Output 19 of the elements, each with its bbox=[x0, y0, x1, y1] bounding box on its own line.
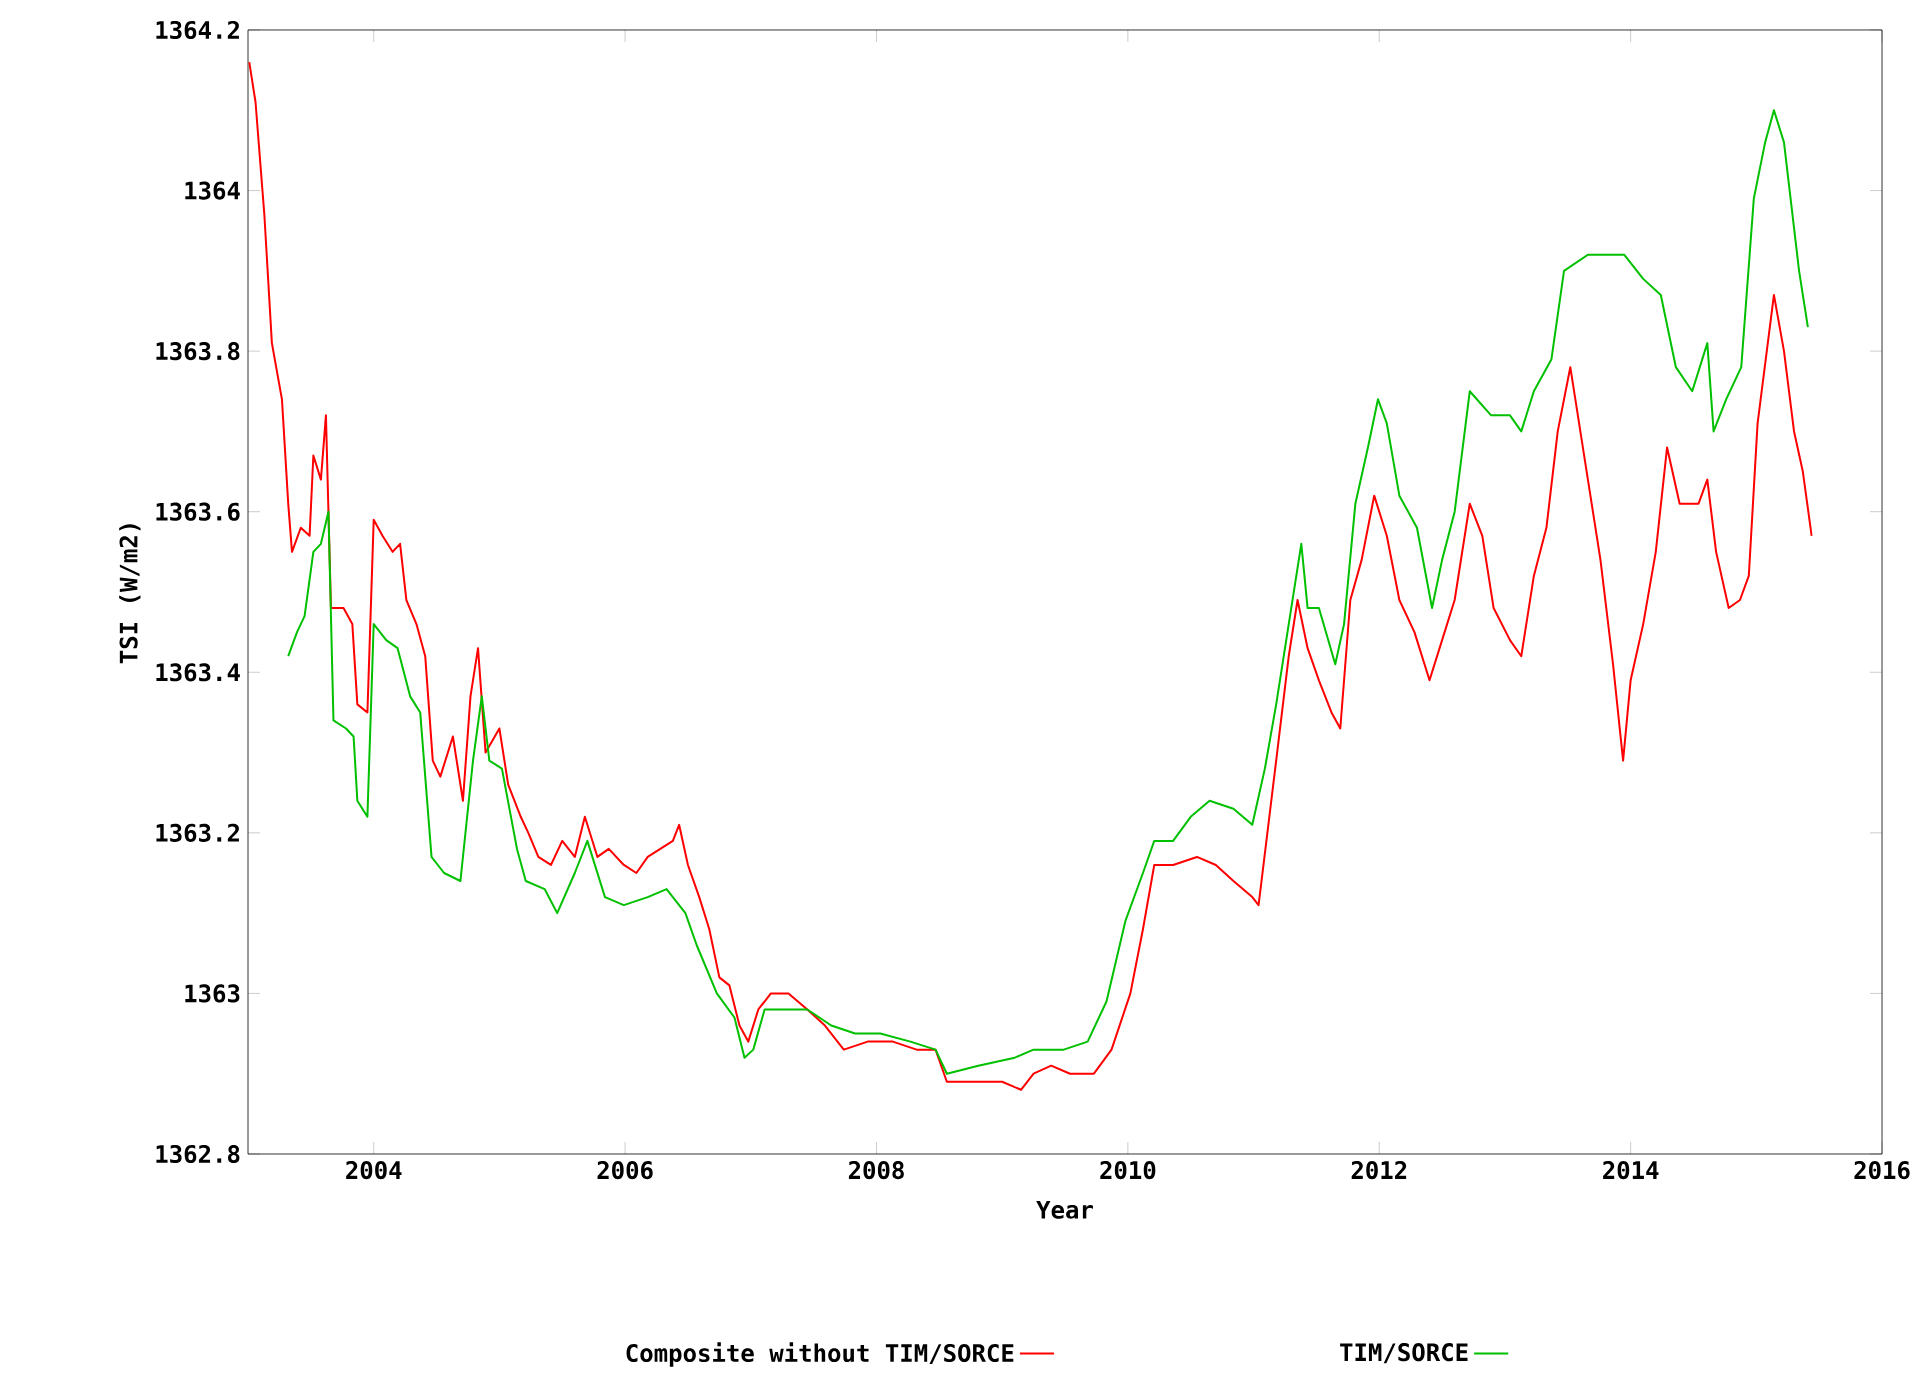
x-tick-label: 2016 bbox=[1854, 1161, 1910, 1180]
x-axis-title: Year bbox=[1036, 1201, 1093, 1219]
y-tick-label: 1363.6 bbox=[156, 502, 240, 521]
y-tick-label: 1363 bbox=[185, 984, 240, 1003]
x-tick-label: 2006 bbox=[597, 1161, 653, 1180]
y-tick-label: 1363.2 bbox=[156, 823, 239, 843]
y-tick-label: 1362.8 bbox=[156, 1145, 240, 1164]
y-tick-label: 1363.8 bbox=[156, 342, 240, 361]
x-tick-label: 2010 bbox=[1100, 1161, 1156, 1180]
x-tick-label: 2004 bbox=[346, 1161, 402, 1180]
y-tick-label: 1364.2 bbox=[156, 21, 239, 40]
x-tick-label: 2014 bbox=[1603, 1161, 1659, 1180]
x-tick-label: 2008 bbox=[848, 1161, 904, 1180]
y-tick-label: 1363.4 bbox=[156, 663, 240, 682]
x-tick-label: 2012 bbox=[1351, 1161, 1407, 1180]
legend-label: Composite without TIM/SORCE bbox=[626, 1342, 1014, 1367]
legend-label: TIM/SORCE bbox=[1340, 1343, 1468, 1364]
y-tick-label: 1364 bbox=[185, 181, 240, 200]
y-axis-title: TSI (W/m2) bbox=[119, 524, 141, 664]
